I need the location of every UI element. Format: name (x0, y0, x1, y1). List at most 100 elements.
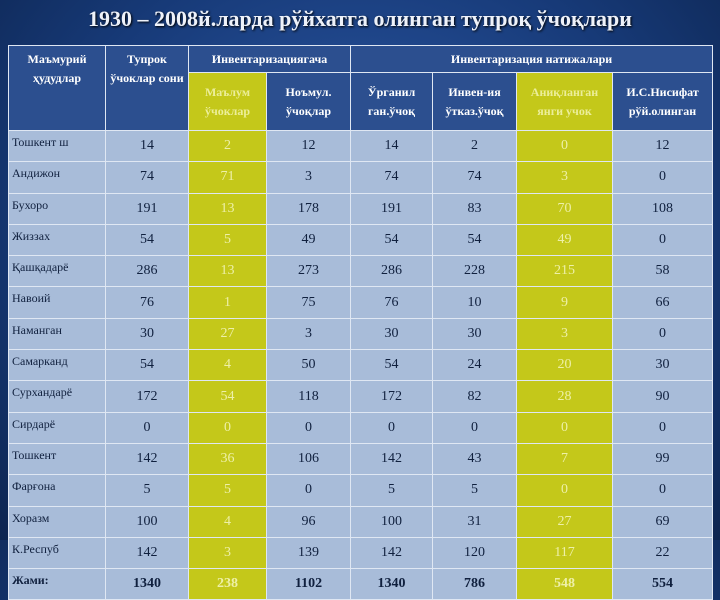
value-cell: 27 (188, 317, 267, 351)
value-cell: 228 (432, 255, 518, 288)
region-cell: Сирдарё (8, 411, 106, 444)
value-cell: 54 (105, 349, 189, 382)
region-cell: Сурхандарё (8, 380, 106, 413)
data-table: Маъмурий ҳудудлар Тупрок ўчоклар сони Ин… (8, 45, 714, 600)
region-cell: Тошкент (8, 442, 106, 476)
value-cell: 74 (105, 161, 189, 194)
region-cell: Навоий (8, 286, 106, 319)
value-cell: 554 (612, 568, 714, 600)
value-cell: 215 (516, 255, 614, 288)
value-cell: 27 (516, 505, 614, 538)
value-cell: 0 (612, 161, 714, 194)
value-cell: 54 (350, 349, 434, 382)
value-cell: 120 (432, 536, 518, 570)
value-cell: 106 (265, 442, 352, 476)
value-cell: 0 (612, 317, 714, 351)
value-cell: 30 (612, 349, 714, 382)
value-cell: 172 (350, 380, 434, 413)
value-cell: 36 (188, 442, 267, 476)
table-row: Сурхандарё 172 54 118 172 82 28 90 (8, 380, 714, 413)
value-cell: 3 (516, 317, 614, 351)
value-cell: 1102 (265, 568, 352, 600)
region-cell: Наманган (8, 317, 106, 351)
value-cell: 54 (432, 223, 518, 257)
value-cell: 0 (516, 474, 614, 507)
value-cell: 2 (432, 129, 518, 163)
table-row: Хоразм 100 4 96 100 31 27 69 (8, 505, 714, 538)
value-cell: 5 (350, 474, 434, 507)
region-cell: Фарғона (8, 474, 106, 507)
value-cell: 108 (612, 192, 714, 225)
value-cell: 118 (265, 380, 352, 413)
value-cell: 71 (188, 161, 267, 194)
table-row: Жиззах 54 5 49 54 54 49 0 (8, 223, 714, 257)
value-cell: 31 (432, 505, 518, 538)
value-cell: 24 (432, 349, 518, 382)
value-cell: 12 (265, 129, 352, 163)
value-cell: 54 (350, 223, 434, 257)
value-cell: 191 (350, 192, 434, 225)
value-cell: 10 (432, 286, 518, 319)
value-cell: 50 (265, 349, 352, 382)
value-cell: 13 (188, 192, 267, 225)
sub-header-cell: Ўрганил ган.ўчоқ (350, 72, 434, 131)
value-cell: 54 (188, 380, 267, 413)
value-cell: 82 (432, 380, 518, 413)
value-cell: 90 (612, 380, 714, 413)
value-cell: 3 (516, 161, 614, 194)
table-row: Тошкент ш 14 2 12 14 2 0 12 (8, 129, 714, 163)
value-cell: 5 (188, 223, 267, 257)
value-cell: 238 (188, 568, 267, 600)
table-row: Тошкент 142 36 106 142 43 7 99 (8, 442, 714, 476)
value-cell: 0 (612, 411, 714, 444)
value-cell: 142 (105, 536, 189, 570)
value-cell: 49 (516, 223, 614, 257)
value-cell: 4 (188, 505, 267, 538)
region-cell: Жиззах (8, 223, 106, 257)
value-cell: 0 (265, 411, 352, 444)
value-cell: 3 (265, 161, 352, 194)
sub-header-cell: Инвен-ия ўтказ.ўчоқ (432, 72, 518, 131)
value-cell: 76 (350, 286, 434, 319)
value-cell: 1 (188, 286, 267, 319)
region-cell: К.Респуб (8, 536, 106, 570)
value-cell: 30 (350, 317, 434, 351)
value-cell: 1340 (105, 568, 189, 600)
region-cell: Андижон (8, 161, 106, 194)
table-row: Наманган 30 27 3 30 30 3 0 (8, 317, 714, 351)
table-row: Бухоро 191 13 178 191 83 70 108 (8, 192, 714, 225)
value-cell: 30 (105, 317, 189, 351)
value-cell: 43 (432, 442, 518, 476)
value-cell: 5 (188, 474, 267, 507)
value-cell: 22 (612, 536, 714, 570)
group-header: Инвентаризация натижалари (350, 45, 714, 73)
value-cell: 69 (612, 505, 714, 538)
value-cell: 66 (612, 286, 714, 319)
value-cell: 286 (105, 255, 189, 288)
table-row: Қашқадарё 286 13 273 286 228 215 58 (8, 255, 714, 288)
group-header: Инвентаризациягача (187, 45, 352, 73)
value-cell: 0 (516, 411, 614, 444)
value-cell: 142 (105, 442, 189, 476)
value-cell: 142 (350, 442, 434, 476)
sub-header-row: Маълум ўчоклар Ноъмул. ўчоқлар Ўрганил ган… (9, 72, 714, 131)
value-cell: 0 (188, 411, 267, 444)
value-cell: 3 (188, 536, 267, 570)
value-cell: 178 (265, 192, 352, 225)
table-row: Самарканд 54 4 50 54 24 20 30 (8, 349, 714, 382)
value-cell: 117 (516, 536, 614, 570)
region-cell: Жами: (8, 568, 106, 600)
value-cell: 30 (432, 317, 518, 351)
value-cell: 0 (432, 411, 518, 444)
header-cell: Маъмурий ҳудудлар (8, 45, 106, 131)
value-cell: 28 (516, 380, 614, 413)
value-cell: 7 (516, 442, 614, 476)
value-cell: 100 (105, 505, 189, 538)
value-cell: 54 (105, 223, 189, 257)
table-row: Андижон 74 71 3 74 74 3 0 (8, 161, 714, 194)
value-cell: 191 (105, 192, 189, 225)
value-cell: 12 (612, 129, 714, 163)
table-row: Сирдарё 0 0 0 0 0 0 0 (8, 411, 714, 444)
slide-title: 1930 – 2008й.ларда рўйхатга олинган тупр… (88, 6, 632, 31)
